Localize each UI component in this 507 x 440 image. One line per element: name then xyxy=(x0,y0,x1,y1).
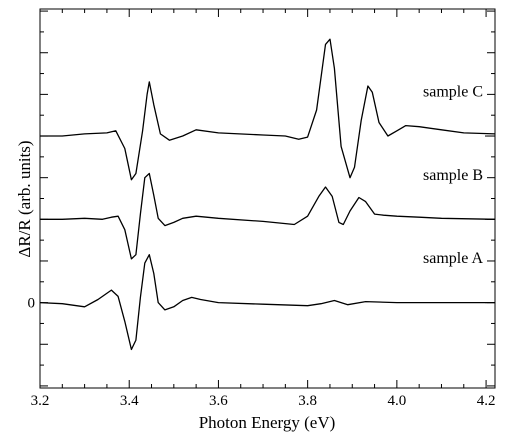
x-axis-label: Photon Energy (eV) xyxy=(199,413,336,432)
series-line-2 xyxy=(40,38,496,181)
x-tick-label: 3.8 xyxy=(298,393,317,409)
x-tick-labels: 3.2 3.4 3.6 3.8 4.0 4.2 xyxy=(31,393,496,409)
series-label: sample B xyxy=(423,167,483,184)
x-tick-label: 3.4 xyxy=(120,393,139,409)
y-axis-label: ΔR/R (arb. units) xyxy=(15,140,34,257)
x-tick-label: 3.2 xyxy=(31,393,50,409)
y-tick-labels: 0 xyxy=(28,296,36,312)
axis-ticks xyxy=(39,9,495,388)
series-line-0 xyxy=(39,254,495,351)
series-label: sample C xyxy=(423,83,483,100)
series-label: sample A xyxy=(423,250,483,267)
x-tick-label: 4.2 xyxy=(477,393,496,409)
x-tick-label: 4.0 xyxy=(387,393,406,409)
y-tick-label: 0 xyxy=(28,296,36,312)
plot-frame xyxy=(39,8,496,389)
series-lines xyxy=(39,38,496,351)
series-labels: sample A sample B sample C xyxy=(423,83,483,267)
x-tick-label: 3.6 xyxy=(209,393,228,409)
series-line-1 xyxy=(40,172,496,260)
